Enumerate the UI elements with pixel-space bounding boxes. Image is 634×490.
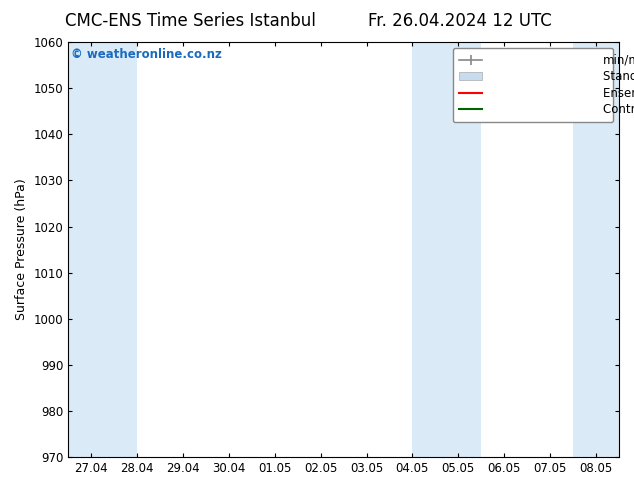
Bar: [68, 42, 114, 457]
Text: © weatheronline.co.nz: © weatheronline.co.nz: [71, 49, 222, 61]
Bar: [114, 42, 137, 457]
Bar: [573, 42, 619, 457]
Legend: min/max, Standard deviation, Ensemble mean run, Controll run: min/max, Standard deviation, Ensemble me…: [453, 48, 613, 122]
Bar: [413, 42, 436, 457]
Bar: [436, 42, 481, 457]
Text: Fr. 26.04.2024 12 UTC: Fr. 26.04.2024 12 UTC: [368, 12, 552, 30]
Text: CMC-ENS Time Series Istanbul: CMC-ENS Time Series Istanbul: [65, 12, 316, 30]
Y-axis label: Surface Pressure (hPa): Surface Pressure (hPa): [15, 179, 28, 320]
